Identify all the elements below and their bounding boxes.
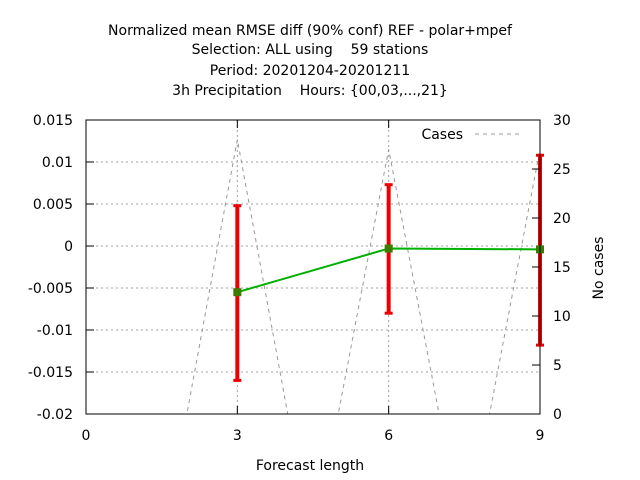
y2-tick-label: 20 bbox=[553, 211, 571, 227]
y2-tick-label: 10 bbox=[553, 309, 571, 325]
cases-line bbox=[86, 139, 541, 415]
legend: Cases bbox=[421, 127, 522, 143]
y-tick-label: -0.02 bbox=[37, 407, 73, 423]
y2-tick-label: 0 bbox=[553, 407, 562, 423]
y-tick-label: 0 bbox=[64, 239, 73, 255]
y-tick-label: 0.005 bbox=[33, 197, 73, 213]
x-tick-label: 6 bbox=[384, 428, 393, 444]
y2-tick-label: 15 bbox=[553, 260, 571, 276]
x-axis-label: Forecast length bbox=[256, 458, 364, 474]
x-tick-label: 9 bbox=[536, 428, 545, 444]
chart-title-line-2: Selection: ALL using 59 stations bbox=[192, 42, 429, 58]
y-tick-label: -0.015 bbox=[28, 365, 73, 381]
y2-tick-label: 5 bbox=[553, 358, 562, 374]
y2-axis-label: No cases bbox=[591, 237, 607, 300]
chart-title-line-1: Normalized mean RMSE diff (90% conf) REF… bbox=[108, 23, 513, 39]
y2-axis-ticks: 0 5 10 15 20 25 30 bbox=[532, 113, 571, 423]
grid bbox=[86, 120, 540, 414]
y2-tick-label: 25 bbox=[553, 162, 571, 178]
plot-frame bbox=[85, 119, 541, 415]
y-tick-label: -0.01 bbox=[37, 323, 73, 339]
chart-title-line-3: Period: 20201204-20201211 bbox=[210, 63, 410, 79]
y2-tick-label: 30 bbox=[553, 113, 571, 129]
y-tick-label: -0.005 bbox=[28, 281, 73, 297]
x-axis-ticks: 0 3 6 9 bbox=[82, 120, 545, 444]
x-tick-label: 3 bbox=[233, 428, 242, 444]
cases-series bbox=[86, 139, 541, 415]
y-tick-label: 0.01 bbox=[42, 155, 73, 171]
data-point bbox=[233, 288, 242, 297]
chart-title-line-4: 3h Precipitation Hours: {00,03,...,21} bbox=[172, 83, 448, 99]
legend-label-cases: Cases bbox=[421, 127, 463, 143]
x-tick-label: 0 bbox=[82, 428, 91, 444]
plot-border bbox=[85, 119, 541, 415]
data-point bbox=[384, 244, 393, 253]
y-axis-ticks: -0.02 -0.015 -0.01 -0.005 0 0.005 0.01 0.015 bbox=[28, 113, 94, 423]
y-tick-label: 0.015 bbox=[33, 113, 73, 129]
